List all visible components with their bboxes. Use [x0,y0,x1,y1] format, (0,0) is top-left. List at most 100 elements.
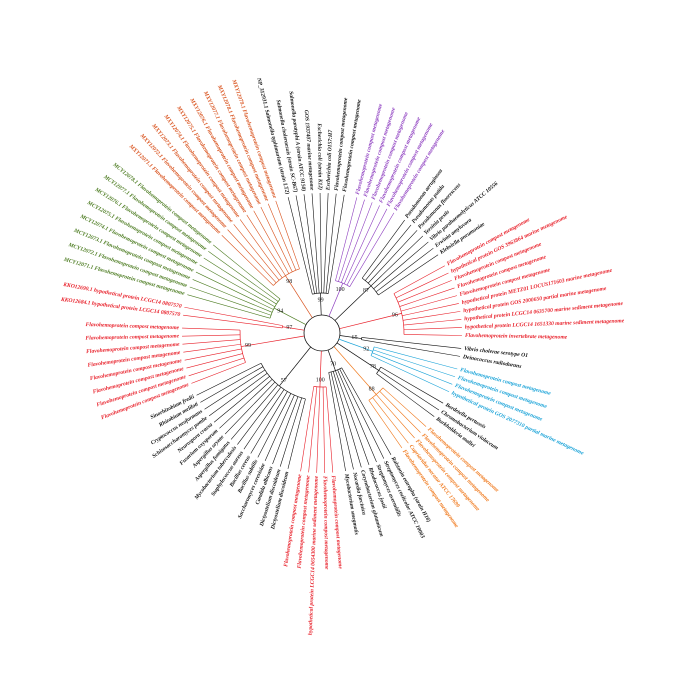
leaf-branch [243,389,285,450]
leaf-label: Escherichia coli O157:H7 [326,130,335,192]
leaf-branch [372,352,453,385]
leaf-branch [184,306,283,326]
leaf-branch [183,343,241,353]
leaf-branch [219,379,273,429]
leaf-branch [199,264,275,307]
leaf-branch [361,337,462,349]
leaf-branch [308,386,318,473]
leaf-branch [213,244,281,300]
leaf-branch [267,203,297,271]
root-circle [303,314,341,352]
leaf-branch [237,386,282,445]
leaf-branch [375,247,434,293]
branch [273,268,300,286]
leaf-branch [393,265,445,294]
leaf-branch [403,334,462,336]
bootstrap-value: 94 [277,309,283,315]
branch [339,335,362,339]
leaf-branch [368,400,403,449]
leaf-label: Flavohemoprotein compost metagenome [322,476,330,570]
leaf-branch [402,311,461,321]
leaf-branch [403,327,462,331]
leaf-branch [204,369,266,410]
leaf-branch [246,214,286,276]
leaf-branch [397,280,452,303]
leaf-branch [187,294,271,319]
leaf-branch [275,200,300,269]
leaf-branch [300,386,315,472]
leaf-label: Escherichia coli (strain K12) [316,122,324,190]
leaf-branch [370,355,450,393]
leaf-branch [322,386,326,473]
bootstrap-value: 99 [318,297,324,303]
bootstrap-value: 70 [330,361,336,367]
leaf-branch [395,272,449,299]
leaf-branch [373,349,456,378]
leaf-branch [335,370,370,465]
branch [393,293,405,335]
branch [319,350,322,387]
leaf-branch [184,348,242,361]
leaf-branch [287,197,313,295]
leaf-label: Flavohemoprotein compost metagenome [85,322,179,331]
branch [273,307,307,326]
leaf-branch [341,202,373,283]
branch [241,335,305,347]
leaf-branch [349,212,395,287]
bootstrap-value: 65 [352,335,358,341]
leaf-branch [208,251,279,302]
leaf-branch [328,372,346,472]
bootstrap-value: 100 [316,377,325,383]
branch [285,275,313,319]
leaf-branch [378,254,439,296]
leaf-label: GOS 1937407 marine metagenome [303,110,315,191]
bootstrap-value: 92 [363,346,369,352]
bootstrap-value: 87 [363,288,369,294]
leaf-branch [376,394,415,439]
leaf-branch [230,384,279,440]
leaf-branch [325,193,337,294]
branch [327,349,336,371]
branch [339,313,402,330]
leaf-branch [400,295,457,312]
leaf-branch [192,279,273,313]
leaf-branch [343,205,380,284]
branch [239,330,246,363]
leaf-branch [182,334,241,337]
branch [368,387,384,401]
leaf-branch [370,235,424,287]
leaf-branch [272,396,299,465]
bootstrap-value: 78 [370,364,376,370]
leaf-branch [403,319,462,326]
leaf-branch [346,208,388,286]
leaf-branch [332,371,362,468]
leaf-branch [319,193,322,294]
leaf-branch [316,386,321,473]
leaf-branch [195,271,274,310]
leaf-label: Flavohemoprotein compost metagenome [85,333,179,341]
leaf-branch [260,206,293,272]
leaf-branch [379,391,421,433]
leaf-branch [303,194,318,294]
leaf-branch [376,373,435,417]
leaf-branch [224,381,276,435]
leaf-branch [361,219,405,279]
leaf-branch [182,339,241,345]
leaf-branch [367,230,418,284]
branch [282,326,305,331]
leaf-branch [227,229,277,283]
leaf-branch [399,287,455,307]
bootstrap-value: 96 [392,312,398,318]
leaf-branch [221,235,274,286]
leaf-branch [402,303,459,316]
branch [333,346,377,395]
leaf-label: Flavohemoprotein invertebrate metagenome [465,333,568,341]
leaf-branch [196,362,262,396]
leaf-branch [183,314,283,329]
leaf-branch [279,397,302,467]
leaf-branch [264,395,295,462]
leaf-branch [335,197,358,281]
leaf-branch [189,286,272,316]
leaf-branch [200,366,264,403]
